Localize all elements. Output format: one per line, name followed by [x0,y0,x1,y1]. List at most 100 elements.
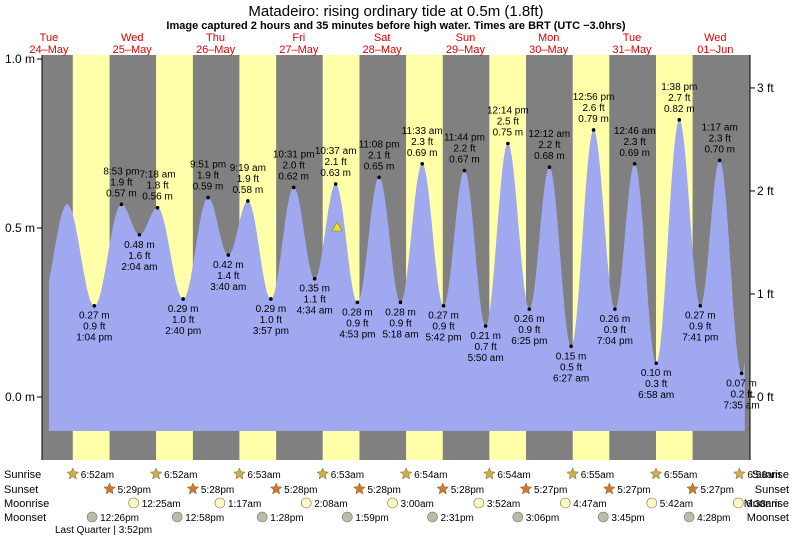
low-tide-m: 0.29 m [256,304,287,315]
high-tide-m: 0.69 m [407,148,438,159]
low-tide-time: 2:40 pm [165,326,201,337]
sunset-time: 5:28pm [451,485,484,496]
day-date-label: 27–May [279,44,319,56]
moonset-time: 3:06pm [526,513,559,524]
right-tick-label: 3 ft [757,81,774,95]
high-tide-point [462,168,467,173]
high-tide-m: 0.67 m [449,155,480,166]
sunrise-star-icon [149,467,163,480]
high-tide-ft: 2.2 ft [538,140,560,151]
low-tide-point [226,253,231,257]
day-name-label: Tue [623,32,642,44]
moonset-moon-icon [86,511,98,523]
tide-extremes: 0.27 m0.9 ft1:04 pm8:53 pm1.9 ft0.57 m0.… [76,82,759,412]
sunset-time: 5:27pm [701,485,734,496]
low-tide-point [739,371,744,376]
high-tide-time: 1:38 pm [661,82,697,93]
low-tide-point [181,297,185,301]
sunrise-row-label-right: Sunrise [752,469,789,481]
moonrise-moon-icon [387,497,398,509]
low-tide-m: 0.26 m [514,314,545,325]
high-tide-m: 0.68 m [534,151,565,162]
low-tide-ft: 0.3 ft [645,379,667,390]
low-tide-time: 7:04 pm [597,336,633,347]
moonrise-row-label-left: Moonrise [4,498,49,510]
chart-subtitle: Image captured 2 hours and 35 minutes be… [166,20,626,32]
moonset-time: 4:28pm [697,513,730,524]
high-tide-point [506,141,510,146]
high-tide-m: 0.75 m [493,128,524,139]
sunrise-time: 6:52am [164,470,197,481]
chart-title: Matadeiro: rising ordinary tide at 0.5m … [248,3,543,20]
high-tide-m: 0.59 m [193,182,224,193]
low-tide-m: 0.26 m [600,314,631,325]
high-tide-ft: 2.1 ft [325,157,347,168]
day-name-label: Thu [206,32,225,44]
sunrise-time: 6:56am [747,470,780,481]
moonrise-time: 3:52am [487,499,520,510]
sunset-time: 5:27pm [534,485,567,496]
sunset-star-icon [103,482,116,495]
low-tide-ft: 1.4 ft [217,271,239,282]
low-tide-point [92,303,97,308]
high-tide-m: 0.79 m [578,114,609,125]
tide-water-area [48,120,745,431]
low-tide-m: 0.27 m [428,311,459,322]
sunrise-time: 6:53am [247,470,280,481]
sunset-star-icon [353,482,366,495]
high-tide-ft: 2.1 ft [368,150,390,161]
sunrise-time: 6:54am [497,470,530,481]
moonset-moon-icon [683,511,695,523]
sunrise-star-icon [66,467,80,480]
low-tide-ft: 1.0 ft [260,315,282,326]
low-tide-ft: 1.0 ft [172,315,194,326]
sunset-row-label-right: Sunset [755,484,789,496]
sunset-time: 5:28pm [284,485,317,496]
day-name-label: Fri [292,32,305,44]
high-tide-point [377,175,381,180]
high-tide-ft: 1.8 ft [146,181,168,192]
moonrise-moon-icon [128,497,139,509]
moonrise-moon-icon [559,497,571,509]
high-tide-time: 12:14 pm [487,106,529,117]
moonset-row-label-right: Moonset [747,512,789,524]
tide-area [48,120,745,431]
low-tide-time: 5:42 pm [425,333,461,344]
moonrise-time: 12:25am [142,499,181,510]
high-tide-point [119,202,124,207]
day-date-label: 28–May [363,44,403,56]
high-tide-time: 12:46 am [614,126,656,137]
moonset-time: 2:31pm [441,513,474,524]
sunset-time: 5:27pm [617,485,650,496]
moonrise-row-label-right: Moonrise [744,498,789,510]
low-tide-ft: 0.9 ft [346,318,368,329]
sunset-row-label-left: Sunset [4,484,38,496]
low-tide-ft: 0.9 ft [689,322,711,333]
sunrise-star-icon [399,467,413,480]
moonrise-time: 6:38am [746,499,779,510]
moonset-moon-icon [512,511,524,523]
low-tide-ft: 0.7 ft [475,342,497,353]
low-tide-time: 3:57 pm [253,326,289,337]
low-tide-m: 0.27 m [79,311,110,322]
high-tide-point [333,182,338,186]
sunrise-time: 6:54am [414,470,447,481]
high-tide-point [420,161,425,166]
moon-phase-name: Last Quarter [55,525,111,536]
moonset-row-label-left: Moonset [4,512,46,524]
sunset-star-icon [686,482,699,495]
low-tide-m: 0.21 m [470,331,501,342]
low-tide-ft: 0.9 ft [389,318,411,329]
moonset-time: 3:45pm [611,513,644,524]
moon-phase-time: 3:52pm [119,525,152,536]
low-tide-point [527,307,532,311]
day-date-label: 31–May [612,44,652,56]
sunrise-star-icon [732,467,746,480]
sunset-time: 5:29pm [118,485,151,496]
high-tide-ft: 2.6 ft [582,103,604,114]
moonrise-time: 2:08am [314,499,347,510]
day-name-label: Tue [40,32,59,44]
moonset-moon-icon [256,511,268,523]
right-tick-label: 1 ft [757,287,774,301]
low-tide-time: 6:58 am [638,390,674,401]
